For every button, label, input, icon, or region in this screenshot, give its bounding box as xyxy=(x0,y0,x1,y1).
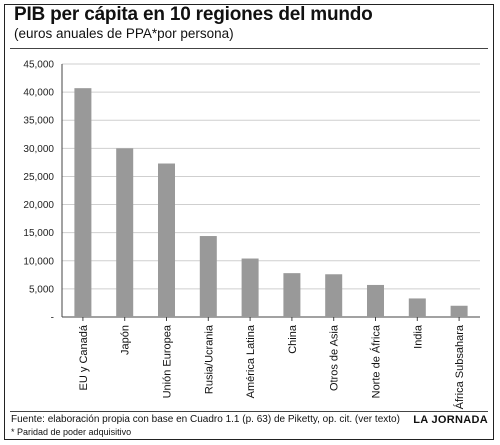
bar xyxy=(241,258,259,317)
bar xyxy=(116,148,134,317)
bar xyxy=(408,298,426,317)
bar xyxy=(283,273,301,317)
chart-subtitle: (euros anuales de PPA*por persona) xyxy=(14,26,234,41)
x-category-label: India xyxy=(412,324,424,349)
figure-frame xyxy=(4,4,494,440)
y-tick-label: 40,000 xyxy=(23,88,54,99)
y-tick-label: 15,000 xyxy=(23,228,54,239)
x-category-label: Rusia/Ucrania xyxy=(203,324,215,394)
bar xyxy=(158,163,175,317)
footnote: * Paridad de poder adquisitivo xyxy=(11,427,132,437)
y-tick-label: 20,000 xyxy=(23,200,54,211)
y-tick-label: 10,000 xyxy=(23,256,54,267)
y-tick-label: 5,000 xyxy=(29,284,54,295)
y-tick-label: 30,000 xyxy=(23,144,54,155)
bar xyxy=(74,88,92,317)
x-category-label: América Latina xyxy=(245,324,257,398)
bar xyxy=(325,274,343,317)
chart-title: PIB per cápita en 10 regiones del mundo xyxy=(14,4,373,25)
source-note: Fuente: elaboración propia con base en C… xyxy=(11,414,400,425)
bar xyxy=(367,284,384,317)
bar-chart: - 5,000 10,000 15,000 20,000 25,000 30,000 35,0… xyxy=(23,60,480,409)
x-category-label: Norte de África xyxy=(370,324,383,398)
bar xyxy=(450,305,468,317)
x-category-label: China xyxy=(287,324,299,354)
x-category-label: África Subsahara xyxy=(453,324,466,409)
y-tick-label: 45,000 xyxy=(23,60,54,71)
x-category-label: Otros de Asia xyxy=(329,324,341,391)
x-category-label: EU y Canadá xyxy=(78,324,90,390)
x-category-label: Japón xyxy=(120,325,132,355)
y-tick-label: 25,000 xyxy=(23,172,54,183)
publisher-logo: LA JORNADA xyxy=(413,414,488,426)
y-tick-label: 35,000 xyxy=(23,116,54,127)
x-category-label: Unión Europea xyxy=(162,324,174,398)
chart-area: - 5,000 10,000 15,000 20,000 25,000 30,000 35,0… xyxy=(10,48,488,412)
y-tick-label: - xyxy=(51,313,54,324)
bar xyxy=(199,236,217,317)
